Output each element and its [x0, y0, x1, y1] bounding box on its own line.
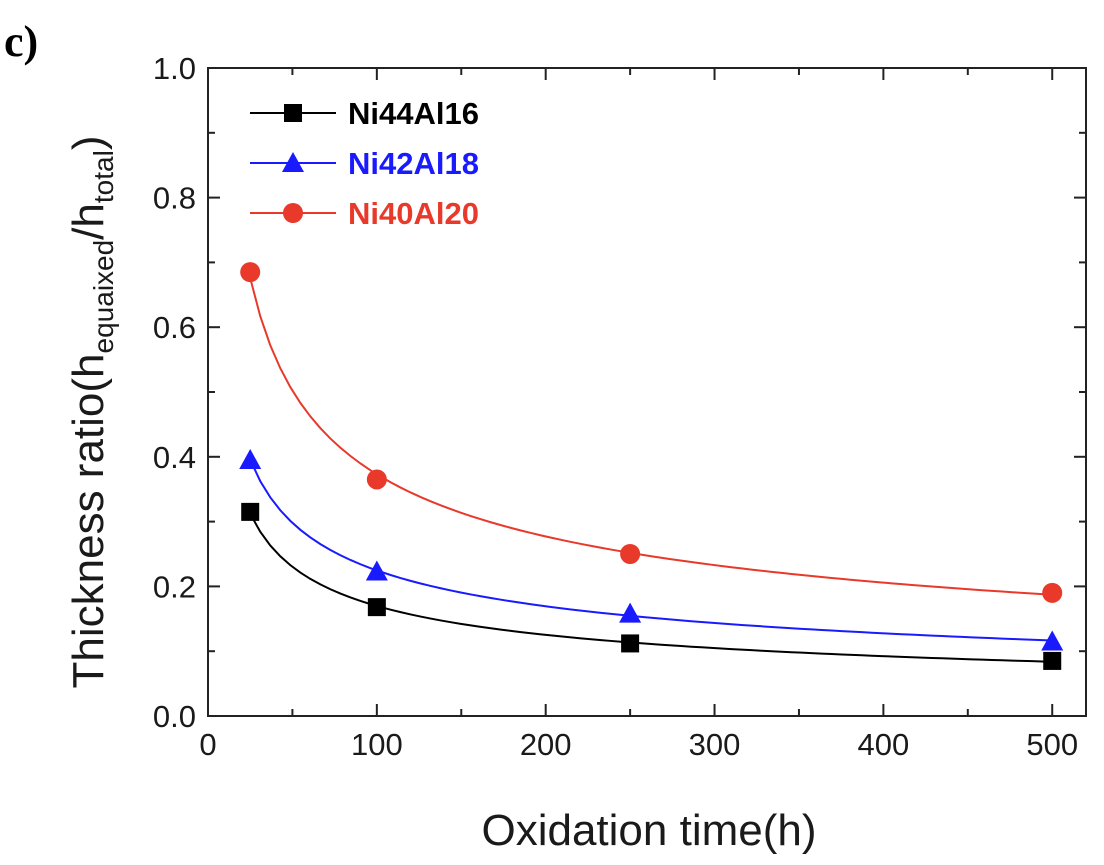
x-axis-title: Oxidation time(h)	[481, 806, 816, 855]
data-point-Ni44Al16	[621, 634, 640, 653]
data-point-Ni40Al20	[366, 469, 387, 490]
y-tick-label: 1.0	[153, 51, 196, 86]
plot-frame	[207, 67, 1087, 717]
y-tick-label: 0.6	[153, 310, 196, 345]
fit-curve-Ni40Al20	[249, 277, 1053, 596]
y-axis-title-sub2: total	[88, 150, 119, 203]
axes: 0 100 200 300 400 500 0.0 0.2 0.4 0.6 0.8 1.0	[153, 51, 1087, 762]
y-axis-title-mid: /h	[64, 203, 113, 240]
data-point-Ni44Al16	[367, 598, 386, 617]
fit-curve-Ni44Al16	[249, 513, 1053, 663]
legend-marker-Ni42Al18	[282, 152, 304, 172]
y-axis-title-sub1: equaixed	[88, 240, 119, 354]
y-axis-title-main: Thickness ratio(h	[64, 353, 113, 688]
data-point-Ni40Al20	[240, 262, 261, 283]
data-point-Ni42Al18	[239, 449, 262, 470]
legend-label-Ni40Al20: Ni40Al20	[348, 196, 479, 231]
panel-label: c)	[4, 17, 38, 66]
data-point-Ni42Al18	[365, 560, 388, 581]
data-point-Ni40Al20	[620, 544, 641, 564]
y-axis-title-end: )	[64, 136, 113, 151]
y-tick-label: 0.2	[153, 569, 196, 604]
x-tick-label: 0	[199, 727, 216, 762]
y-tick-label: 0.4	[153, 440, 196, 475]
fit-curve-Ni42Al18	[249, 459, 1053, 642]
x-tick-label: 100	[351, 727, 403, 762]
data-point-Ni42Al18	[1041, 630, 1064, 651]
data-point-Ni44Al16	[241, 502, 260, 521]
legend: Ni44Al16 Ni42Al18 Ni40Al20	[250, 96, 479, 231]
legend-label-Ni44Al16: Ni44Al16	[348, 96, 479, 131]
data-point-Ni44Al16	[1043, 651, 1062, 670]
y-tick-label: 0.0	[153, 699, 196, 734]
x-tick-label: 300	[689, 727, 741, 762]
y-tick-label: 0.8	[153, 181, 196, 216]
x-tick-label: 500	[1026, 727, 1078, 762]
legend-label-Ni42Al18: Ni42Al18	[348, 146, 479, 181]
y-axis-title: Thickness ratio(hequaixed/htotal)	[64, 136, 119, 689]
legend-marker-Ni40Al20	[283, 203, 303, 223]
legend-marker-Ni44Al16	[284, 104, 302, 122]
x-tick-label: 200	[520, 727, 572, 762]
x-tick-label: 400	[858, 727, 910, 762]
data-point-Ni40Al20	[1042, 582, 1063, 603]
data-markers	[239, 262, 1064, 670]
data-point-Ni42Al18	[619, 602, 642, 623]
